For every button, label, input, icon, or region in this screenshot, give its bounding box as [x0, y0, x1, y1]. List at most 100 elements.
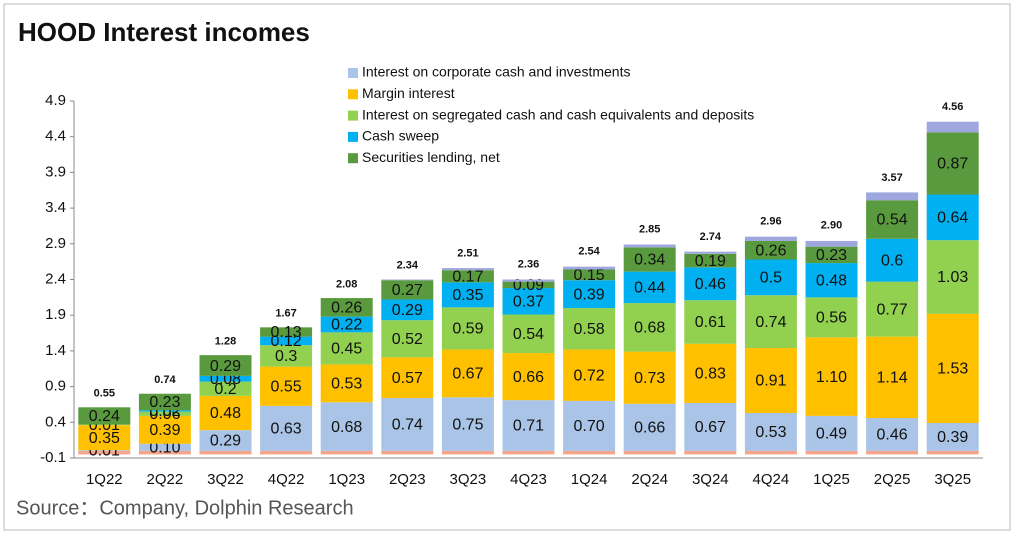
legend-swatch: [348, 68, 358, 78]
data-label: 0.24: [89, 408, 120, 425]
bar-segment: [744, 348, 797, 414]
bar-segment: [78, 407, 131, 425]
bar-segment: [502, 400, 555, 451]
data-label: 0.26: [755, 242, 786, 259]
x-tick-label: 3Q22: [207, 471, 244, 488]
bar-segment: [381, 357, 434, 399]
bar-segment: [805, 263, 858, 298]
data-label: 0.46: [695, 276, 726, 293]
bar-segment: [926, 121, 979, 133]
bar-segment: [78, 424, 131, 426]
bar-segment: [441, 270, 494, 283]
bar-segment: [866, 336, 919, 419]
data-label: 0.27: [392, 282, 423, 299]
bar-segment: [199, 375, 252, 382]
bar-segment: [866, 418, 919, 451]
total-label: 0.74: [154, 374, 176, 386]
x-tick-label: 1Q22: [86, 471, 123, 488]
bar-segment: [623, 351, 676, 404]
total-label: 1.28: [215, 335, 236, 347]
bar-segment: [744, 450, 797, 455]
data-label: 0.44: [634, 280, 665, 297]
data-label: 0.64: [937, 210, 968, 227]
bar-segment: [744, 295, 797, 349]
bar-segment: [138, 443, 191, 451]
data-label: 0.3: [275, 348, 297, 365]
bar-segment: [684, 450, 737, 455]
data-label: 0.63: [271, 421, 302, 438]
bar-segment: [563, 349, 616, 401]
data-label: 0.58: [574, 321, 605, 338]
y-tick-label: 2.4: [45, 270, 66, 287]
bar-segment: [441, 268, 494, 271]
data-label: 0.35: [452, 287, 483, 304]
data-label: 0.75: [452, 416, 483, 433]
data-label: 0.57: [392, 370, 423, 387]
bar-segment: [199, 430, 252, 451]
bar-segment: [320, 402, 373, 451]
bar-segment: [199, 355, 252, 376]
bar-segment: [926, 450, 979, 455]
total-label: 2.74: [700, 231, 722, 243]
bar-segment: [805, 246, 858, 264]
data-label: 0.19: [695, 253, 726, 270]
y-tick-label: 4.4: [45, 128, 66, 145]
bar-segment: [866, 450, 919, 455]
y-tick-label: -0.1: [40, 449, 66, 466]
bar-segment: [381, 398, 434, 451]
bar-segment: [381, 299, 434, 321]
legend-label: Interest on segregated cash and cash equ…: [362, 106, 754, 122]
x-tick-label: 1Q24: [571, 471, 608, 488]
bar-segment: [684, 343, 737, 404]
data-label: 0.55: [271, 378, 302, 395]
bar-segment: [623, 247, 676, 272]
x-tick-label: 3Q24: [692, 471, 729, 488]
bar-segment: [78, 450, 131, 455]
bar-segment: [320, 364, 373, 403]
data-label: 1.03: [937, 269, 968, 286]
data-label: 0.83: [695, 366, 726, 383]
bar-segment: [502, 279, 555, 282]
data-label: 0.29: [392, 302, 423, 319]
bar-segment: [441, 349, 494, 398]
bar-segment: [320, 298, 373, 317]
bar-segment: [623, 450, 676, 455]
bar-segment: [623, 303, 676, 352]
bar-segment: [623, 271, 676, 304]
legend-label: Margin interest: [362, 85, 455, 101]
bar-segment: [78, 450, 131, 451]
data-label: 0.52: [392, 331, 423, 348]
bar-segment: [805, 450, 858, 455]
data-label: 0.67: [452, 366, 483, 383]
bar-segment: [684, 403, 737, 451]
bar-segment: [805, 337, 858, 416]
y-tick-label: 4.9: [45, 92, 66, 109]
y-tick-label: 2.9: [45, 235, 66, 252]
total-label: 2.36: [518, 258, 539, 270]
bar-segment: [805, 415, 858, 451]
bar-segment: [138, 393, 191, 411]
bar-segment: [502, 288, 555, 315]
bar-segment: [441, 307, 494, 350]
chart-title: HOOD Interest incomes: [18, 17, 310, 47]
bar-segment: [926, 194, 979, 241]
bar-segment: [744, 236, 797, 241]
bar-segment: [199, 450, 252, 455]
bar-segment: [866, 238, 919, 282]
data-label: 0.17: [452, 269, 483, 286]
bar-segment: [441, 397, 494, 451]
data-label: 0.2: [214, 381, 236, 398]
bar-segment: [78, 425, 131, 451]
total-label: 0.55: [94, 387, 115, 399]
data-label: 0.74: [755, 314, 786, 331]
total-label: 2.90: [821, 220, 842, 232]
data-label: 0.13: [271, 324, 302, 341]
data-label: 1.10: [816, 369, 847, 386]
y-tick-label: 1.9: [45, 306, 66, 323]
bar-segment: [320, 316, 373, 333]
bar-segment: [381, 279, 434, 281]
x-tick-label: 3Q25: [934, 471, 971, 488]
data-label: 0.15: [574, 267, 605, 284]
y-tick-label: 1.4: [45, 342, 66, 359]
